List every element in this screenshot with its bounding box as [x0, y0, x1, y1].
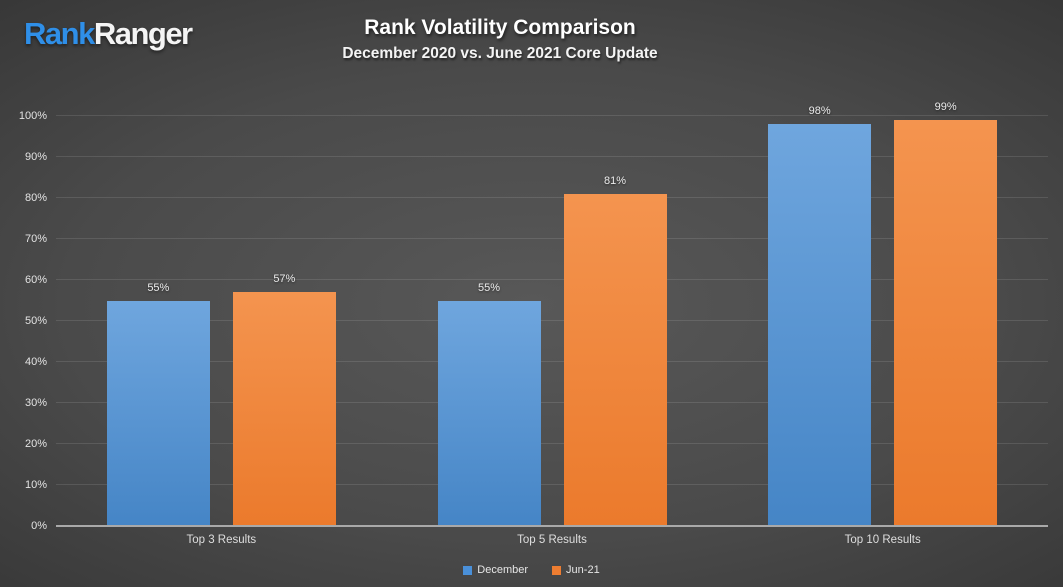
gridline — [56, 238, 1048, 239]
y-axis-tick-label: 70% — [24, 233, 47, 245]
legend-swatch-december — [463, 565, 473, 575]
gridline — [56, 320, 1048, 321]
bar-group: 55% 81% — [387, 116, 718, 526]
logo-ranger: Ranger — [93, 16, 193, 51]
bar-jun-21: 81% — [563, 175, 667, 526]
bar-jun-21: 57% — [232, 273, 336, 526]
legend-label: December — [477, 564, 529, 576]
legend-item-december: December — [463, 564, 528, 576]
gridline — [56, 484, 1048, 485]
gridline — [56, 279, 1048, 280]
y-axis-tick-label: 20% — [24, 438, 47, 450]
y-axis-tick-label: 40% — [24, 356, 47, 368]
legend-swatch-jun-21 — [552, 565, 562, 575]
bar-december: 55% — [437, 282, 541, 526]
chart-header: Rank Volatility Comparison December 2020… — [0, 15, 1000, 64]
x-axis-line — [56, 525, 1048, 527]
bar-value-label: 81% — [603, 174, 627, 187]
logo-rank: Rank — [24, 16, 95, 51]
legend: December Jun-21 — [0, 564, 1063, 576]
bar-december: 55% — [106, 282, 210, 526]
category-label: Top 3 Results — [186, 534, 257, 546]
x-axis-labels: Top 3 Results Top 5 Results Top 10 Results — [56, 534, 1048, 546]
gridline — [56, 197, 1048, 198]
bar-value-label: 55% — [147, 281, 170, 294]
gridline — [56, 115, 1048, 116]
category-label: Top 5 Results — [517, 534, 587, 546]
bar-december: 98% — [768, 105, 872, 526]
y-axis-tick-label: 0% — [31, 520, 47, 532]
legend-item-jun-21: Jun-21 — [552, 564, 600, 576]
y-axis-tick-label: 30% — [24, 397, 47, 409]
gridline — [56, 361, 1048, 362]
y-axis-tick-label: 60% — [24, 274, 47, 286]
bar-jun-21: 99% — [894, 101, 998, 526]
logo: RankRanger — [24, 16, 193, 52]
plot-area: 0% 10% 20% 30% 40% 50% 60% 70% 80% 90% 100% 55% 57% 5… — [19, 101, 1048, 532]
y-axis-tick-label: 50% — [24, 315, 47, 327]
legend-label: Jun-21 — [566, 564, 600, 576]
category-label: Top 10 Results — [844, 534, 921, 546]
bar-group: 55% 57% — [56, 116, 387, 526]
chart-subtitle: December 2020 vs. June 2021 Core Update — [342, 45, 658, 62]
bar-value-label: 57% — [273, 273, 296, 286]
y-axis-tick-label: 10% — [24, 479, 47, 491]
bar-value-label: 99% — [934, 101, 957, 114]
y-axis-tick-label: 100% — [18, 110, 47, 122]
y-axis-tick-label: 90% — [24, 151, 47, 163]
bar-value-label: 55% — [477, 281, 501, 294]
chart-title: Rank Volatility Comparison — [364, 16, 636, 39]
bar-value-label: 98% — [808, 105, 831, 118]
gridline — [56, 402, 1048, 403]
bar-groups: 55% 57% 55% 81% 98% 99% — [56, 101, 1048, 526]
y-axis-tick-label: 80% — [24, 192, 47, 204]
gridline — [56, 156, 1048, 157]
gridline — [56, 443, 1048, 444]
bar-group: 98% 99% — [717, 101, 1048, 526]
